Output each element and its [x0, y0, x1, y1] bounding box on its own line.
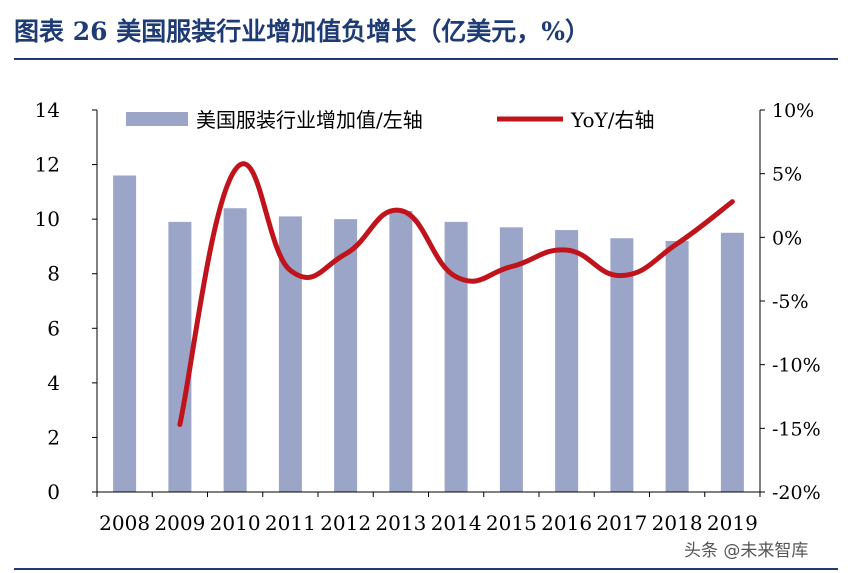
legend-bar-label: 美国服装行业增加值/左轴	[196, 108, 423, 132]
left-tick-label: 14	[35, 98, 60, 122]
axes: 0 2 4 6 8 10 12 14 -20% -15% -10% -5% 0% 5% 10% 2008 200…	[35, 98, 821, 535]
right-tick-label: -10%	[772, 355, 821, 377]
bar-2016	[555, 230, 579, 493]
x-tick-label: 2019	[707, 511, 758, 535]
bar-2008	[113, 175, 137, 492]
x-tick-label: 2010	[210, 511, 261, 535]
legend-bar-swatch	[126, 112, 188, 126]
x-tick-label: 2017	[596, 511, 647, 535]
right-tick-label: 0%	[772, 227, 802, 249]
left-tick-label: 4	[47, 371, 60, 395]
bar-2009	[168, 221, 192, 492]
bar-2017	[610, 238, 634, 492]
left-tick-label: 2	[47, 425, 60, 449]
left-tick-label: 0	[47, 480, 60, 504]
x-tick-label: 2018	[652, 511, 703, 535]
figure-title: 图表 26 美国服装行业增加值负增长（亿美元，%）	[14, 17, 590, 46]
bar-2018	[665, 240, 689, 492]
x-tick-label: 2016	[541, 511, 592, 535]
x-tick-label: 2014	[431, 511, 482, 535]
right-tick-label: 10%	[772, 100, 814, 122]
legend: 美国服装行业增加值/左轴 YoY/右轴	[126, 108, 654, 132]
right-tick-label: -5%	[772, 291, 809, 313]
line-series	[177, 161, 735, 428]
x-tick-label: 2011	[265, 511, 316, 535]
left-tick-label: 12	[35, 153, 60, 177]
right-tick-label: -15%	[772, 418, 821, 440]
title-divider	[14, 58, 838, 60]
x-tick-label: 2012	[320, 511, 371, 535]
x-tick-label: 2009	[154, 511, 205, 535]
left-tick-label: 10	[35, 207, 60, 231]
bar-2013	[389, 210, 413, 492]
bottom-divider	[14, 568, 838, 570]
right-tick-label: -20%	[772, 482, 821, 504]
bar-2019	[720, 232, 744, 493]
bar-2012	[334, 219, 358, 492]
right-tick-label: 5%	[772, 164, 802, 186]
left-tick-label: 8	[47, 262, 60, 286]
bar-2014	[444, 221, 468, 492]
bar-series	[113, 175, 744, 493]
bar-2015	[499, 227, 523, 493]
bar-2010	[223, 208, 247, 492]
legend-line-label: YoY/右轴	[570, 108, 654, 132]
left-tick-label: 6	[47, 316, 60, 340]
bar-2011	[278, 216, 302, 492]
watermark: 头条 @未来智库	[684, 541, 809, 561]
x-tick-label: 2013	[375, 511, 426, 535]
x-tick-label: 2015	[486, 511, 537, 535]
x-tick-label: 2008	[99, 511, 150, 535]
